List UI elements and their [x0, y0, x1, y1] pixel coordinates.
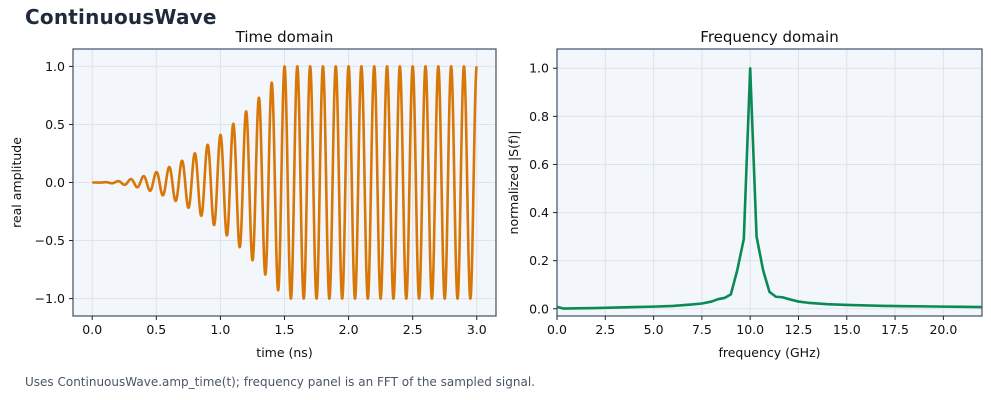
freq-x-axis-label: frequency (GHz): [718, 345, 820, 360]
time-y-axis-label: real amplitude: [9, 137, 24, 228]
time-chart-title: Time domain: [235, 28, 334, 46]
time-series-line: [91, 65, 478, 300]
freq-y-tick-label: 0.4: [529, 205, 549, 220]
freq-y-axis-label: normalized |S(f)|: [506, 131, 521, 235]
freq-plot-background: [557, 49, 982, 316]
freq-series-line: [557, 66, 982, 310]
time-y-tick-label: −0.5: [35, 233, 65, 248]
time-x-tick-label: 1.5: [275, 322, 295, 337]
freq-chart-title: Frequency domain: [700, 28, 838, 46]
freq-x-tick-label: 20.0: [929, 322, 957, 337]
freq-y-tick-label: 0.8: [529, 109, 549, 124]
freq-x-tick-label: 0.0: [547, 322, 567, 337]
time-y-tick-label: 1.0: [45, 59, 65, 74]
freq-y-tick-label: 0.2: [529, 253, 549, 268]
figure-caption: Uses ContinuousWave.amp_time(t); frequen…: [25, 375, 535, 389]
freq-x-tick-label: 5.0: [644, 322, 664, 337]
time-x-tick-label: 3.0: [467, 322, 487, 337]
time-y-tick-label: 0.5: [45, 117, 65, 132]
time-x-tick-label: 2.0: [339, 322, 359, 337]
time-x-tick-label: 2.5: [403, 322, 423, 337]
freq-x-tick-label: 17.5: [881, 322, 909, 337]
frequency-domain-panel: 0.0 2.5 5.0 7.5 10.0 12.5 15.0 17.5 20.0 0.0 0.2 0.…: [506, 28, 983, 360]
freq-x-tick-label: 2.5: [595, 322, 615, 337]
time-x-tick-label: 0.5: [146, 322, 166, 337]
freq-axes-frame: [556, 48, 983, 317]
freq-x-tick-label: 12.5: [785, 322, 813, 337]
time-domain-panel: 0.0 0.5 1.0 1.5 2.0 2.5 3.0 −1.0 −0.5 0.0 0.5 1.0 Ti…: [9, 28, 497, 360]
freq-y-tick-label: 0.0: [529, 301, 549, 316]
freq-x-tick-label: 7.5: [692, 322, 712, 337]
freq-y-tick-label: 0.6: [529, 157, 549, 172]
time-x-tick-label: 1.0: [210, 322, 230, 337]
freq-x-tick-label: 10.0: [736, 322, 764, 337]
time-y-tick-label: −1.0: [35, 291, 65, 306]
time-x-axis-label: time (ns): [256, 345, 312, 360]
figure-title: ContinuousWave: [25, 5, 217, 29]
time-x-tick-label: 0.0: [82, 322, 102, 337]
time-y-tick-label: 0.0: [45, 175, 65, 190]
freq-y-tick-label: 1.0: [529, 61, 549, 76]
freq-x-tick-label: 15.0: [833, 322, 861, 337]
